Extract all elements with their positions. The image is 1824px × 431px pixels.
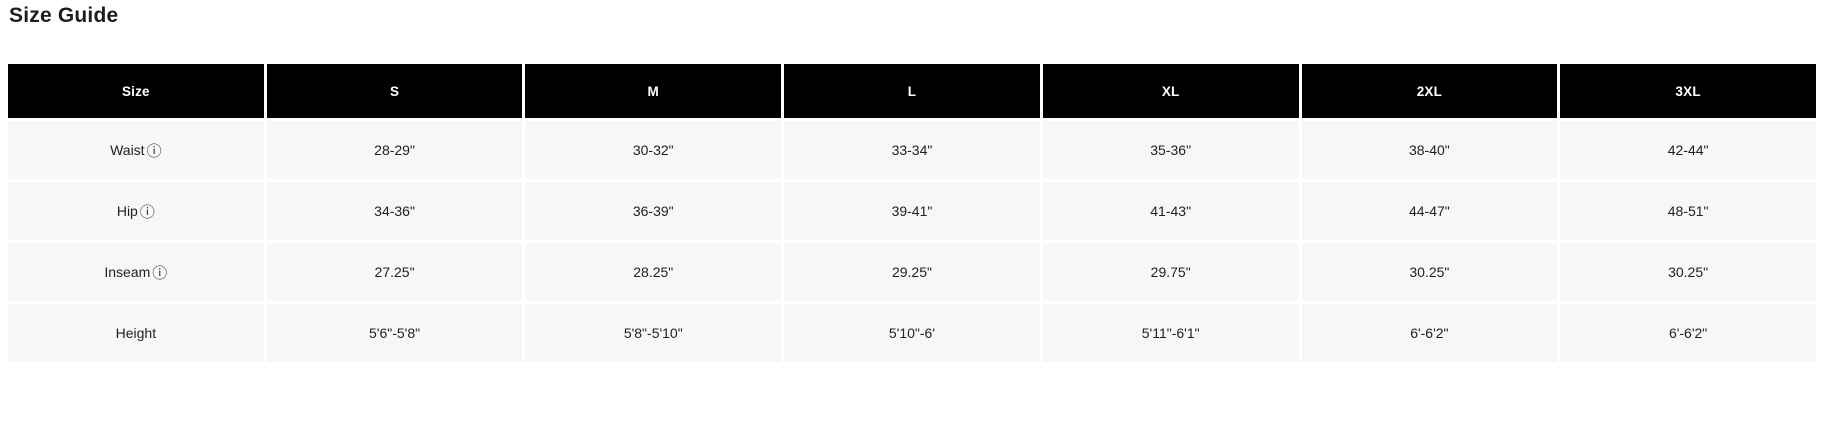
table-cell: 33-34"	[781, 118, 1043, 182]
page-title: Size Guide	[9, 4, 119, 27]
table-cell: 38-40"	[1298, 118, 1561, 182]
row-label-inseam: Inseam ⓘ	[5, 240, 267, 304]
table-cell: 5'8"-5'10"	[522, 301, 785, 365]
table-cell: 41-43"	[1039, 179, 1302, 243]
info-icon[interactable]: ⓘ	[139, 203, 155, 221]
row-label-text: Waist	[110, 141, 145, 158]
table-cell: 44-47"	[1298, 179, 1561, 243]
table-cell: 28.25"	[522, 240, 785, 304]
table-cell: 42-44"	[1557, 118, 1819, 182]
table-cell: 28-29"	[263, 118, 526, 182]
table-cell: 35-36"	[1039, 118, 1302, 182]
table-cell: 34-36"	[263, 179, 526, 243]
table-cell: 5'11"-6'1"	[1039, 301, 1302, 365]
table-cell: 36-39"	[522, 179, 785, 243]
table-cell: 29.75"	[1039, 240, 1302, 304]
row-label-text: Height	[115, 325, 157, 341]
table-cell: 27.25"	[263, 240, 526, 304]
column-header-3xl: 3XL	[1557, 61, 1819, 121]
row-label-text: Hip	[116, 202, 138, 219]
row-label-hip: Hip ⓘ	[5, 179, 267, 243]
table-cell: 5'10"-6'	[781, 301, 1043, 365]
column-header-s: S	[263, 61, 526, 121]
table-cell: 6'-6'2"	[1557, 301, 1819, 365]
table-row-height: Height 5'6"-5'8" 5'8"-5'10" 5'10"-6' 5'1…	[5, 301, 1819, 365]
table-row-hip: Hip ⓘ 34-36" 36-39" 39-41" 41-43" 44-47" …	[5, 179, 1819, 243]
column-header-m: M	[522, 61, 785, 121]
table-cell: 6'-6'2"	[1298, 301, 1561, 365]
table-row-waist: Waist ⓘ 28-29" 30-32" 33-34" 35-36" 38-40…	[5, 118, 1819, 182]
table-header-row: Size S M L XL 2XL 3XL	[5, 61, 1819, 121]
row-label-waist: Waist ⓘ	[5, 118, 267, 182]
table-cell: 29.25"	[781, 240, 1043, 304]
column-header-xl: XL	[1039, 61, 1302, 121]
column-header-l: L	[781, 61, 1043, 121]
table-cell: 5'6"-5'8"	[263, 301, 526, 365]
table-cell: 39-41"	[781, 179, 1043, 243]
table-row-inseam: Inseam ⓘ 27.25" 28.25" 29.25" 29.75" 30.2…	[5, 240, 1819, 304]
table-cell: 30-32"	[522, 118, 785, 182]
table-cell: 30.25"	[1298, 240, 1561, 304]
table-cell: 30.25"	[1557, 240, 1819, 304]
row-label-height: Height	[5, 301, 267, 365]
size-guide-table: Size S M L XL 2XL 3XL Waist ⓘ 28-29" 30-3…	[5, 61, 1819, 365]
column-header-2xl: 2XL	[1298, 61, 1561, 121]
row-label-text: Inseam	[104, 263, 151, 280]
info-icon[interactable]: ⓘ	[152, 264, 168, 282]
column-header-size: Size	[5, 61, 267, 121]
info-icon[interactable]: ⓘ	[146, 142, 162, 160]
table-cell: 48-51"	[1557, 179, 1819, 243]
